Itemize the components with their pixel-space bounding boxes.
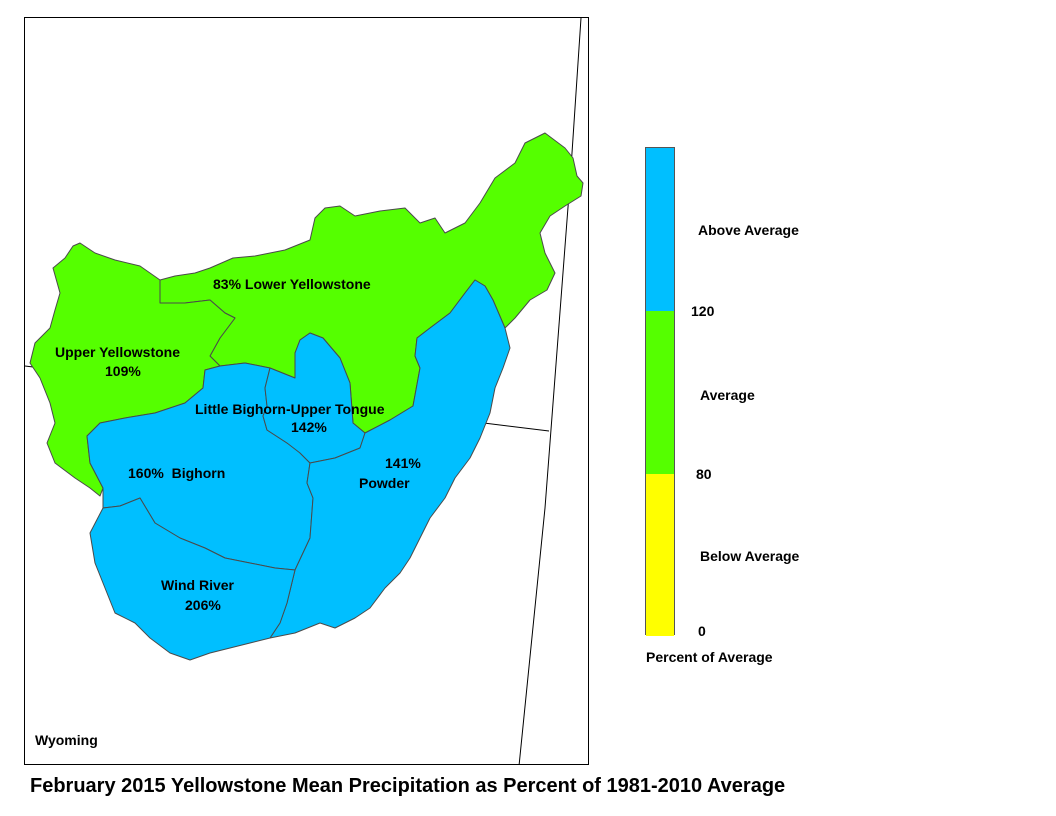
label-little-bighorn-percent: 142% [291, 419, 327, 435]
legend-bar [645, 147, 675, 636]
legend-break-0: 0 [698, 623, 706, 639]
map-frame: 83% Lower Yellowstone Upper Yellowstone … [24, 17, 589, 765]
state-boundary-east [518, 18, 582, 764]
label-bighorn: 160% Bighorn [128, 465, 225, 481]
legend-label-above: Above Average [698, 222, 799, 238]
label-upper-yellowstone-name: Upper Yellowstone [55, 344, 180, 360]
basin-map: 83% Lower Yellowstone Upper Yellowstone … [25, 18, 584, 764]
legend-break-120: 120 [691, 303, 715, 319]
label-upper-yellowstone-percent: 109% [105, 363, 141, 379]
label-powder-name: Powder [359, 475, 410, 491]
basin-wind-river[interactable] [89, 497, 296, 661]
legend-band-below [646, 474, 674, 636]
legend-band-above [646, 148, 674, 311]
legend-title: Percent of Average [646, 649, 773, 665]
legend-label-average: Average [700, 387, 755, 403]
label-little-bighorn-name: Little Bighorn-Upper Tongue [195, 401, 385, 417]
label-wind-river-name: Wind River [161, 577, 235, 593]
legend-label-below: Below Average [700, 548, 800, 564]
label-lower-yellowstone: 83% Lower Yellowstone [213, 276, 371, 292]
legend-break-80: 80 [696, 466, 712, 482]
label-powder-percent: 141% [385, 455, 421, 471]
state-label: Wyoming [35, 732, 98, 748]
label-wind-river-percent: 206% [185, 597, 221, 613]
legend-band-average [646, 311, 674, 474]
figure-title: February 2015 Yellowstone Mean Precipita… [30, 775, 786, 797]
